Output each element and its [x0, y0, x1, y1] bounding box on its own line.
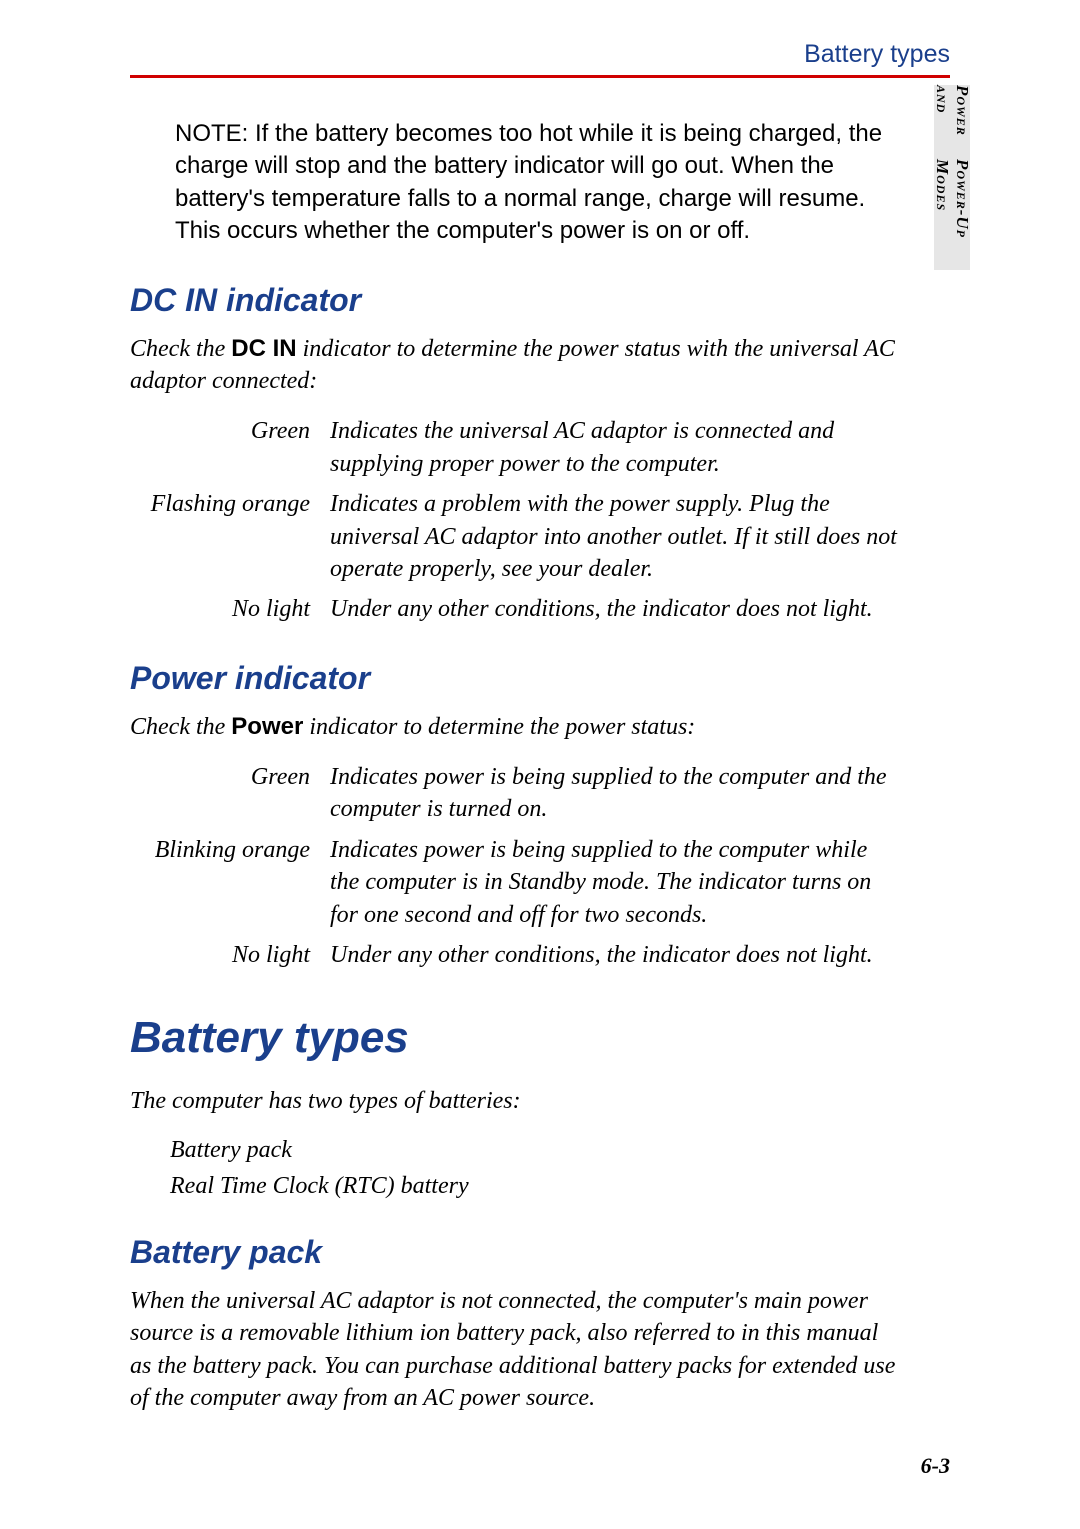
power-bold: Power — [231, 713, 303, 740]
row-label: Green — [130, 757, 330, 830]
note-label: NOTE: — [175, 120, 248, 147]
section-tab: Power and Power-Up Modes — [934, 85, 970, 270]
battery-types-list: Battery pack Real Time Clock (RTC) batte… — [170, 1132, 900, 1204]
row-label: Blinking orange — [130, 830, 330, 935]
tab-line-1: Power and — [932, 85, 972, 154]
power-intro-post: indicator to determine the power status: — [303, 714, 695, 740]
power-table: Green Indicates power is being supplied … — [130, 757, 900, 975]
note-paragraph: NOTE: If the battery becomes too hot whi… — [175, 118, 900, 248]
row-desc: Under any other conditions, the indicato… — [330, 935, 900, 975]
tab-line-2: Power-Up Modes — [932, 159, 972, 270]
table-row: No light Under any other conditions, the… — [130, 935, 900, 975]
page-content: NOTE: If the battery becomes too hot whi… — [130, 118, 950, 1414]
dc-in-table: Green Indicates the universal AC adaptor… — [130, 411, 900, 629]
dc-in-intro: Check the DC IN indicator to determine t… — [130, 333, 900, 398]
dc-in-intro-pre: Check the — [130, 336, 231, 362]
battery-types-heading: Battery types — [130, 1013, 900, 1063]
table-row: Green Indicates power is being supplied … — [130, 757, 900, 830]
table-row: Green Indicates the universal AC adaptor… — [130, 411, 900, 484]
dc-in-bold: DC IN — [231, 335, 296, 362]
power-intro: Check the Power indicator to determine t… — [130, 711, 900, 743]
battery-pack-heading: Battery pack — [130, 1234, 900, 1271]
battery-types-intro: The computer has two types of batteries: — [130, 1085, 900, 1117]
list-item: Real Time Clock (RTC) battery — [170, 1168, 900, 1204]
battery-pack-body: When the universal AC adaptor is not con… — [130, 1285, 900, 1415]
dc-in-heading: DC IN indicator — [130, 282, 900, 319]
power-intro-pre: Check the — [130, 714, 231, 740]
row-desc: Indicates the universal AC adaptor is co… — [330, 411, 900, 484]
table-row: No light Under any other conditions, the… — [130, 589, 900, 629]
page-header: Battery types — [130, 40, 950, 78]
table-row: Blinking orange Indicates power is being… — [130, 830, 900, 935]
row-label: No light — [130, 935, 330, 975]
power-heading: Power indicator — [130, 660, 900, 697]
header-title: Battery types — [804, 40, 950, 68]
table-row: Flashing orange Indicates a problem with… — [130, 484, 900, 589]
row-label: Flashing orange — [130, 484, 330, 589]
row-label: No light — [130, 589, 330, 629]
row-desc: Indicates power is being supplied to the… — [330, 757, 900, 830]
row-desc: Under any other conditions, the indicato… — [330, 589, 900, 629]
row-desc: Indicates power is being supplied to the… — [330, 830, 900, 935]
page-number: 6-3 — [921, 1453, 950, 1479]
row-label: Green — [130, 411, 330, 484]
note-text: If the battery becomes too hot while it … — [175, 120, 882, 244]
list-item: Battery pack — [170, 1132, 900, 1168]
row-desc: Indicates a problem with the power suppl… — [330, 484, 900, 589]
